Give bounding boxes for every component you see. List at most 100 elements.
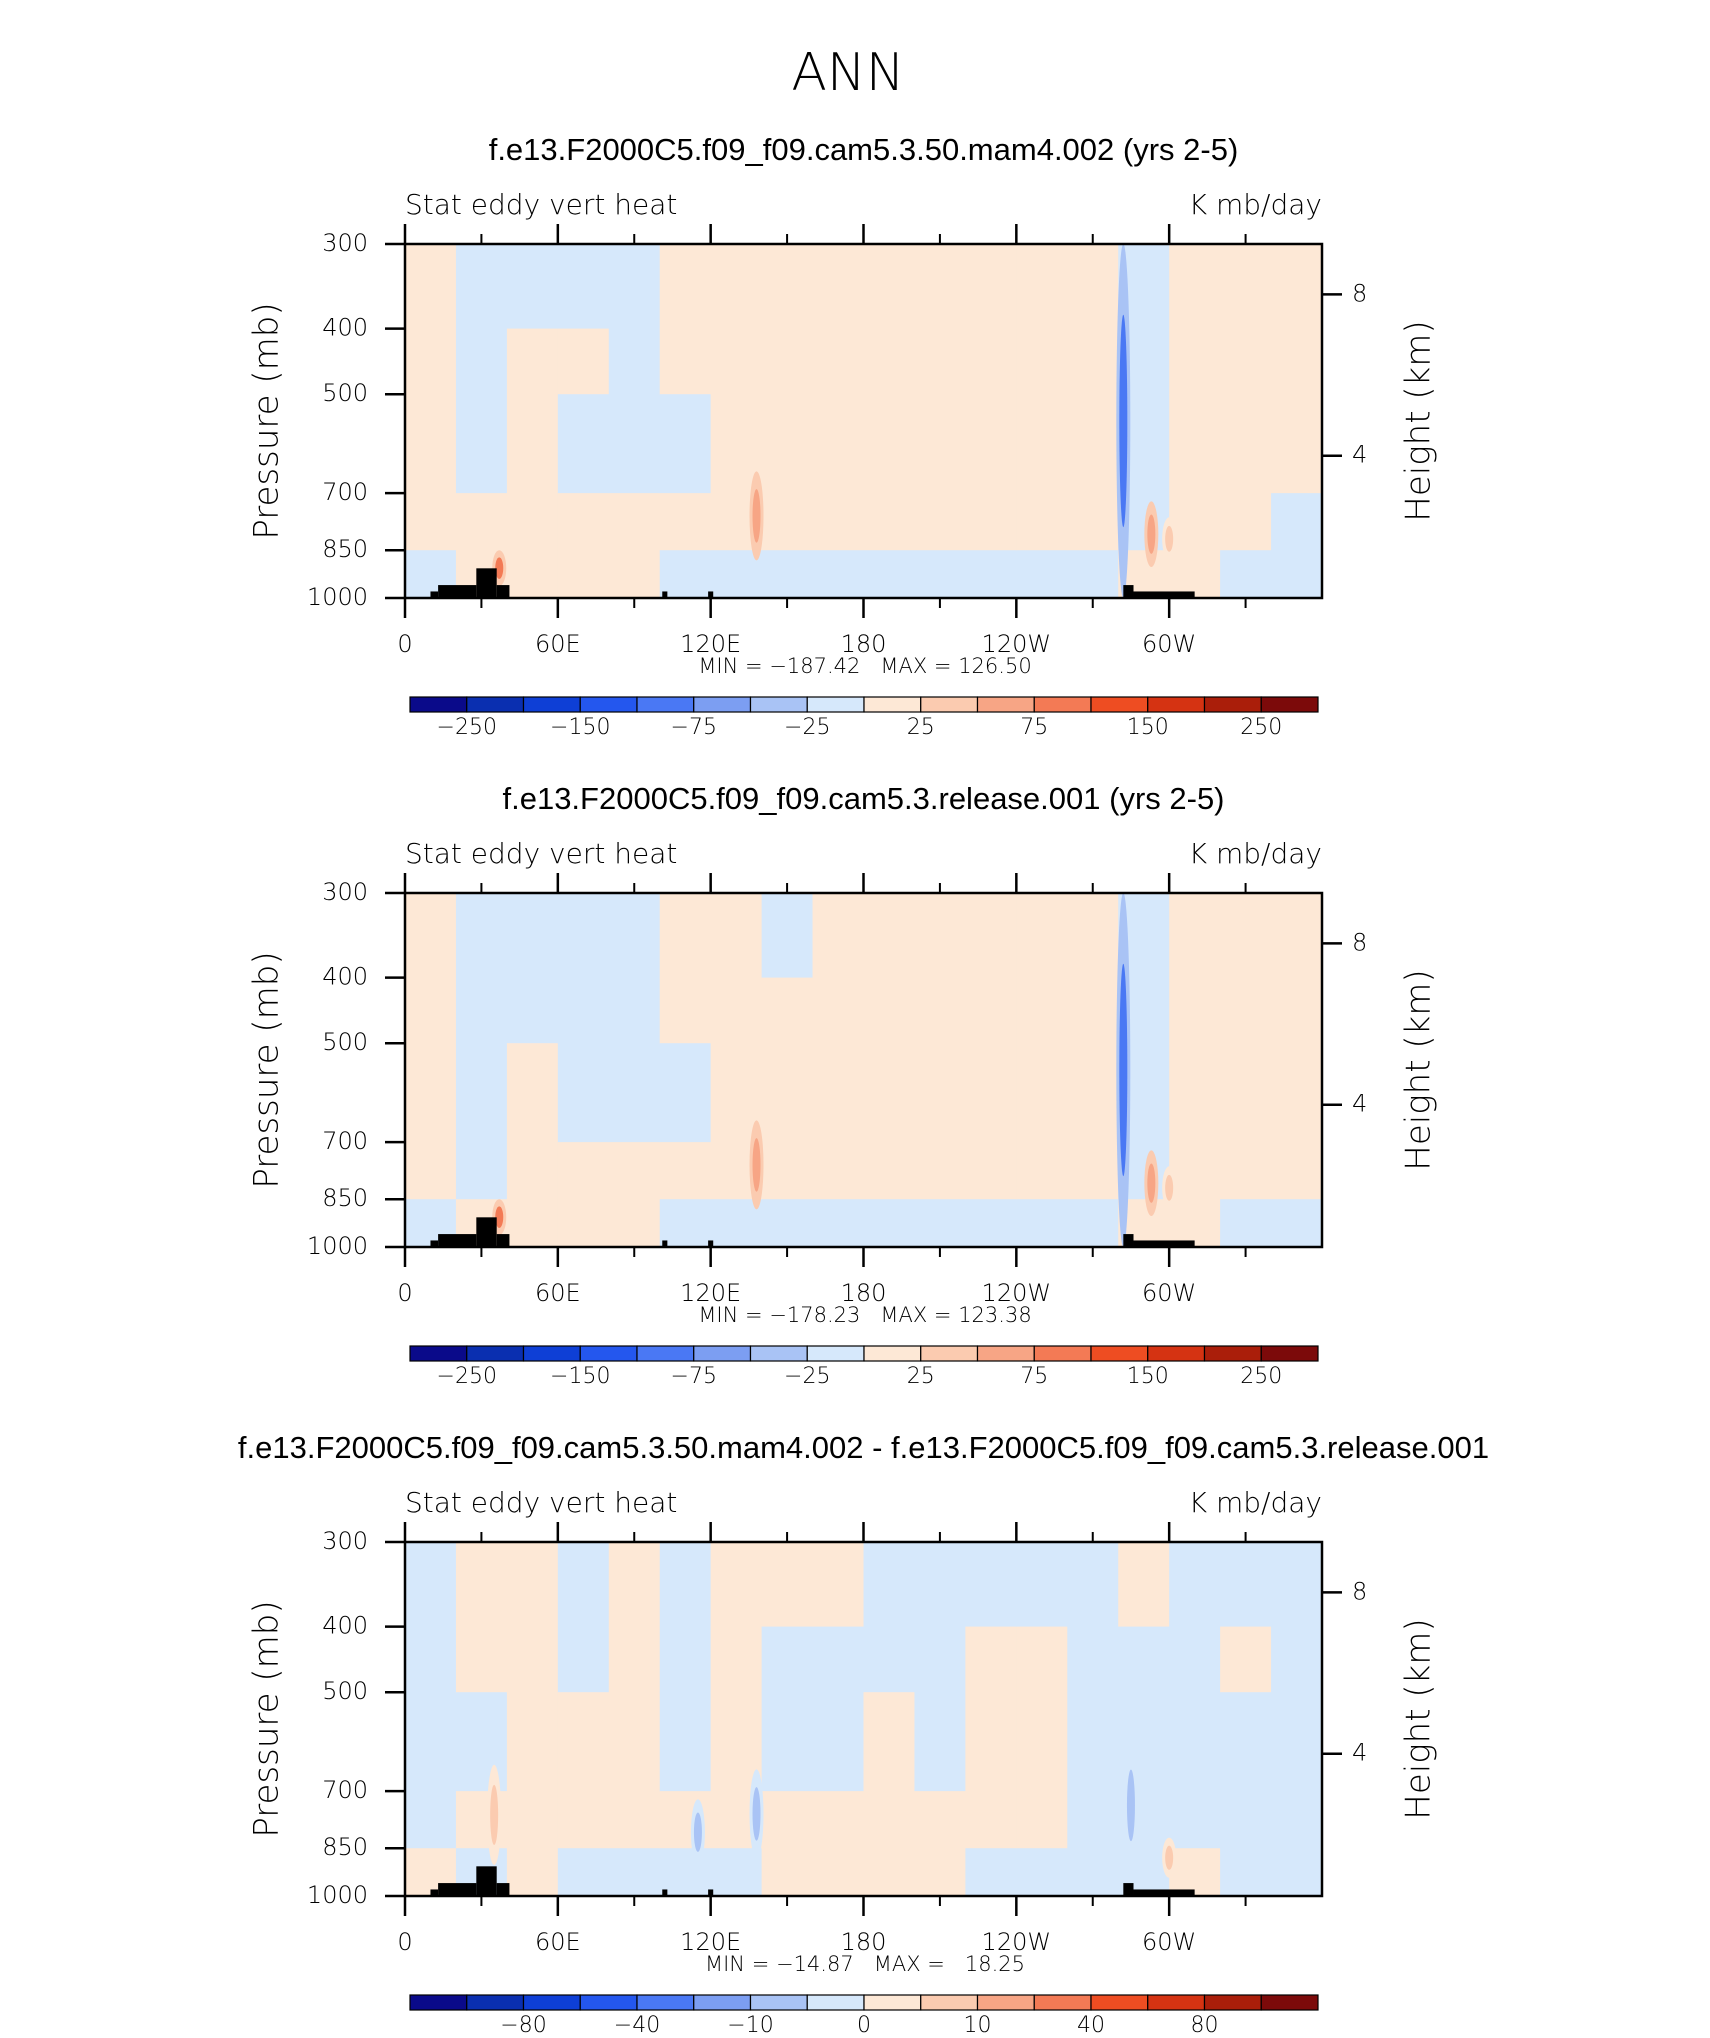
contour-cell — [1271, 1142, 1322, 1200]
contour-cell — [1169, 1142, 1221, 1200]
colorbar-label: −10 — [727, 2013, 773, 2038]
contour-cell — [812, 493, 865, 551]
colorbar-box — [579, 696, 638, 713]
contour-cell — [914, 1199, 966, 1247]
colorbar-label: −25 — [784, 1364, 830, 1389]
contour-cell — [1016, 893, 1068, 979]
contour-cell — [863, 1791, 916, 1849]
contour-cell — [812, 1626, 865, 1693]
terrain — [438, 1883, 477, 1896]
right-label: K mb/day — [1189, 837, 1322, 870]
plot-area — [405, 244, 1322, 598]
contour-cell — [914, 1626, 966, 1693]
contour-cell — [863, 1043, 916, 1143]
y-tick-label: 300 — [322, 878, 368, 906]
contour-cell — [608, 977, 661, 1044]
colorbar-box — [1033, 1994, 1092, 2011]
contour-cell — [965, 1848, 1017, 1896]
contour-cell — [405, 1692, 457, 1792]
panel: f.e13.F2000C5.f09_f09.cam5.3.50.mam4.002… — [238, 1430, 1489, 2038]
contour-cell — [863, 244, 916, 330]
terrain — [662, 1889, 668, 1896]
contour-cell — [1016, 244, 1068, 330]
contour-cell — [659, 493, 712, 551]
plot-area — [405, 893, 1322, 1247]
y2-tick-label: 8 — [1352, 1577, 1367, 1605]
x-tick-label: 0 — [397, 1928, 412, 1956]
contour-cell — [1067, 1791, 1119, 1849]
contour-cell — [1016, 977, 1068, 1044]
left-label: Stat eddy vert heat — [405, 837, 677, 870]
contour-cell — [1169, 1199, 1221, 1247]
contour-cell — [965, 550, 1017, 598]
contour-cell — [1067, 977, 1119, 1044]
contour-cell — [1271, 394, 1322, 494]
colorbar-label: −25 — [784, 715, 830, 740]
contour-cell — [506, 1542, 559, 1628]
contour-cell — [1169, 1626, 1221, 1693]
contour-cell — [1169, 244, 1221, 330]
contour-cell — [1016, 394, 1068, 494]
y-tick-label: 700 — [322, 1776, 368, 1804]
contour-cell — [405, 1542, 457, 1628]
terrain — [430, 1889, 439, 1896]
x-tick-label: 180 — [841, 630, 887, 658]
y-tick-label: 400 — [322, 314, 368, 342]
right-label: K mb/day — [1189, 188, 1322, 221]
colorbar-label: 75 — [1020, 1364, 1048, 1389]
contour-cell — [1169, 977, 1221, 1044]
left-label: Stat eddy vert heat — [405, 188, 677, 221]
contour-cell — [965, 1692, 1017, 1792]
terrain — [430, 1240, 439, 1247]
contour-cell — [863, 1542, 916, 1628]
contour-cell — [1220, 394, 1272, 494]
terrain — [662, 1240, 668, 1247]
y-tick-label: 300 — [322, 1527, 368, 1555]
terrain — [496, 1883, 510, 1896]
y-tick-label: 500 — [322, 1677, 368, 1705]
y-tick-label: 850 — [322, 1184, 368, 1212]
y-tick-label: 1000 — [307, 583, 368, 611]
y-tick-label: 850 — [322, 1833, 368, 1861]
colorbar-label: 0 — [857, 2013, 871, 2038]
contour-cell — [506, 1043, 559, 1143]
colorbar-box — [409, 696, 468, 713]
contour-feature-core — [1165, 1174, 1174, 1201]
contour-cell — [506, 1626, 559, 1693]
terrain — [708, 591, 714, 598]
contour-cell — [1271, 893, 1322, 979]
contour-cell — [557, 1142, 610, 1200]
contour-cell — [506, 244, 559, 330]
contour-cell — [405, 493, 457, 551]
contour-cell — [659, 1142, 712, 1200]
colorbar-label: 75 — [1020, 715, 1048, 740]
contour-cell — [405, 1626, 457, 1693]
terrain — [1123, 585, 1134, 598]
contour-cell — [710, 1542, 763, 1628]
contour-cell — [557, 244, 610, 330]
contour-cell — [608, 328, 661, 395]
contour-cell — [812, 1542, 865, 1628]
y-tick-label: 1000 — [307, 1881, 368, 1909]
contour-cell — [812, 1199, 865, 1247]
colorbar-box — [466, 696, 525, 713]
terrain — [1133, 591, 1195, 598]
contour-cell — [608, 1199, 661, 1247]
y2-tick-label: 8 — [1352, 279, 1367, 307]
contour-cell — [506, 1142, 559, 1200]
panel-title: f.e13.F2000C5.f09_f09.cam5.3.release.001… — [502, 781, 1224, 816]
colorbar-box — [466, 1345, 525, 1362]
contour-cell — [608, 1791, 661, 1849]
colorbar-box — [1260, 696, 1319, 713]
contour-cell — [812, 1043, 865, 1143]
contour-cell — [965, 328, 1017, 395]
contour-cell — [1220, 1199, 1272, 1247]
contour-cell — [1016, 1848, 1068, 1896]
contour-cell — [1220, 1142, 1272, 1200]
contour-cell — [659, 1848, 712, 1896]
contour-cell — [863, 394, 916, 494]
contour-cell — [710, 1199, 763, 1247]
contour-cell — [1271, 1692, 1322, 1792]
contour-cell — [863, 1142, 916, 1200]
contour-feature-core — [752, 1787, 761, 1841]
